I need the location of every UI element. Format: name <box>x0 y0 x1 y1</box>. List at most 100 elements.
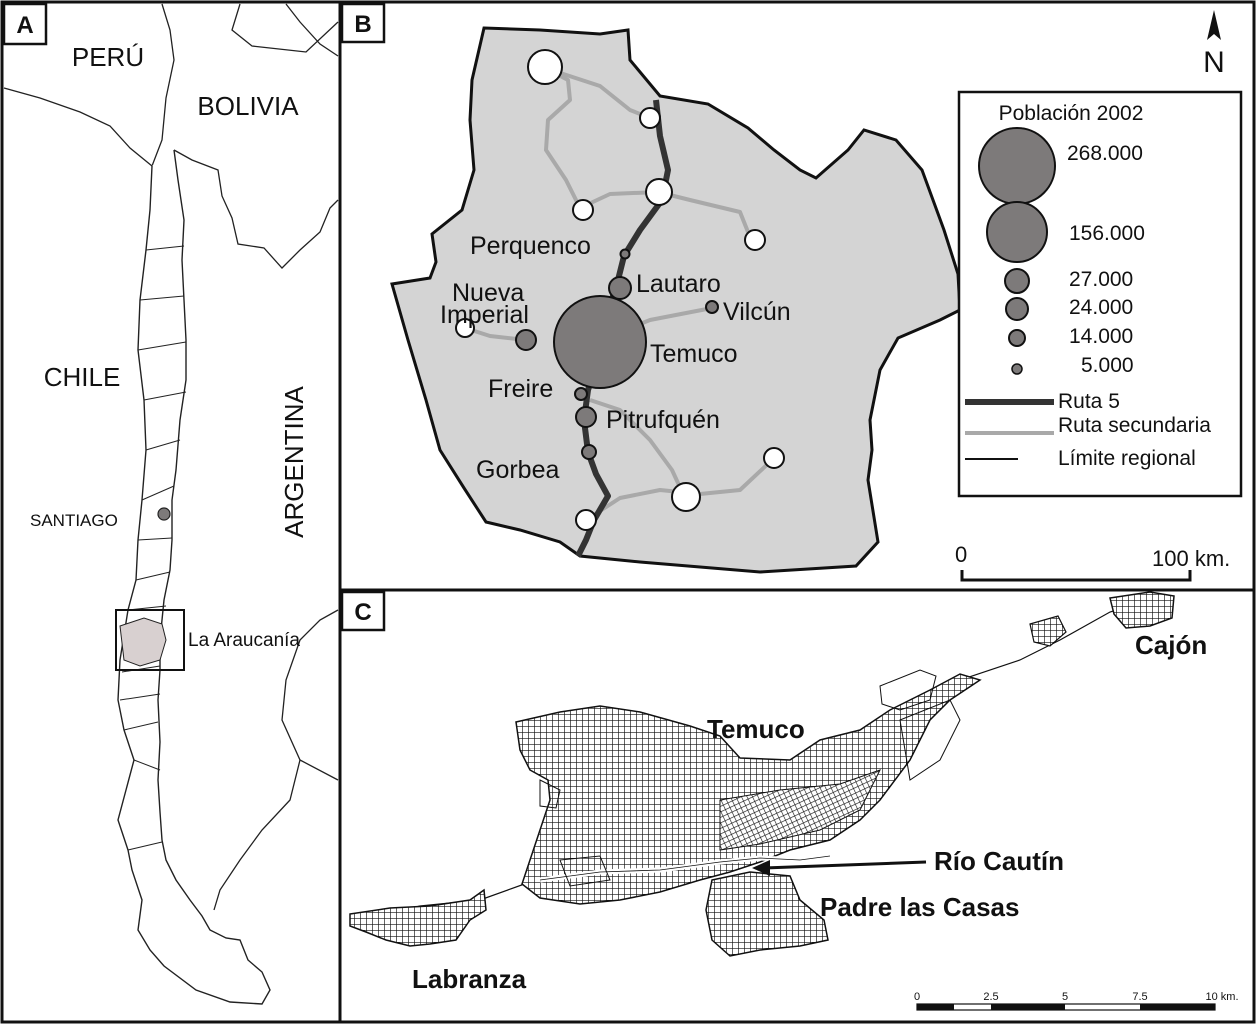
vilcun-marker <box>705 300 719 314</box>
label-padre-las-casas: Padre las Casas <box>820 892 1019 922</box>
scale-c-tick: 7.5 <box>1132 991 1147 1003</box>
town-marker <box>763 447 785 469</box>
panel-b: B <box>340 2 1243 582</box>
scale-bar-c-segment <box>991 1004 1065 1010</box>
panel-a-tag-box <box>2 2 48 46</box>
label-cajon: Cajón <box>1135 630 1207 660</box>
araucania-locator-box <box>115 609 185 671</box>
town-marker <box>575 509 597 531</box>
legend-circle <box>1008 329 1026 347</box>
legend-size-label: 24.000 <box>1069 296 1133 319</box>
label-imperial: Imperial <box>440 301 529 329</box>
araucania-region-shape <box>119 617 167 667</box>
legend-size-label: 14.000 <box>1069 325 1133 348</box>
legend: Población 2002 268.000 156.000 27.000 24… <box>957 90 1243 498</box>
label-rio-cautin: Río Cautín <box>934 846 1064 876</box>
label-gorbea: Gorbea <box>476 456 559 484</box>
town-marker <box>744 229 766 251</box>
panel-c-tag: C <box>354 599 371 626</box>
town-marker <box>572 199 594 221</box>
araucania-region <box>390 26 962 574</box>
pitrufquen-marker <box>575 406 597 428</box>
temuco-center-grid <box>719 769 881 851</box>
label-argentina: ARGENTINA <box>279 386 309 538</box>
gorbea-marker <box>581 444 597 460</box>
lautaro-marker <box>608 276 632 300</box>
scale-bar-c-segment <box>917 1004 954 1010</box>
label-pitrufquen: Pitrufquén <box>606 406 720 434</box>
panel-a: A PERÚ BOLIVIA CHILE ARGENTINA SANTIAGO <box>2 2 339 1005</box>
legend-circle <box>978 127 1056 205</box>
chile-outline <box>117 149 271 1005</box>
label-nueva: Nueva <box>452 279 524 307</box>
north-arrow: N <box>1203 10 1225 79</box>
legend-secondary-label: Ruta secundaria <box>1058 414 1211 437</box>
scale-bar-c: 0 2.5 5 7.5 10 km. <box>914 991 1239 1011</box>
label-temuco-city: Temuco <box>707 714 805 744</box>
legend-size-label: 27.000 <box>1069 268 1133 291</box>
label-peru: PERÚ <box>72 42 144 72</box>
cajon-satellite-area <box>1029 615 1067 647</box>
label-lautaro: Lautaro <box>636 270 721 298</box>
scale-c-tick: 10 km. <box>1205 991 1238 1003</box>
scale-c-tick: 5 <box>1062 991 1068 1003</box>
legend-size-label: 5.000 <box>1081 354 1134 377</box>
scale-b-end: 100 km. <box>1152 546 1230 571</box>
scale-bar-b: 0 100 km. <box>955 542 1230 582</box>
panel-c: C Temuco Cajón Río Cautín Padre las Casa… <box>340 590 1239 1011</box>
chile-region-lines <box>119 245 187 851</box>
bolivia-north-border <box>231 3 339 53</box>
bolivia-west-border <box>151 3 175 167</box>
legend-circle <box>1005 297 1029 321</box>
north-label: N <box>1203 46 1225 79</box>
legend-limit-label: Límite regional <box>1058 447 1196 470</box>
bolivia-south-border <box>173 149 339 269</box>
town-marker <box>671 482 701 512</box>
town-marker <box>645 178 673 206</box>
scale-c-tick: 0 <box>914 991 920 1003</box>
label-chile: CHILE <box>44 362 121 392</box>
nueva-imperial-marker <box>515 329 537 351</box>
legend-ruta5-label: Ruta 5 <box>1058 390 1120 413</box>
label-freire: Freire <box>488 375 553 403</box>
legend-circle <box>986 201 1048 263</box>
label-araucania: La Araucanía <box>188 630 300 651</box>
scale-b-start: 0 <box>955 542 967 567</box>
panel-a-tag: A <box>16 12 33 39</box>
town-marker <box>455 318 475 338</box>
legend-title: Población 2002 <box>999 102 1144 125</box>
argentina-coast-south <box>213 759 301 911</box>
temuco-marker <box>553 295 647 389</box>
paraguay-border <box>285 3 339 57</box>
legend-size-label: 268.000 <box>1067 142 1143 165</box>
panel-b-tag-box <box>340 2 386 44</box>
rural-parcels <box>539 669 961 887</box>
label-santiago: SANTIAGO <box>30 511 118 530</box>
cajon-area <box>1109 591 1175 629</box>
north-arrow-icon <box>1207 10 1221 40</box>
legend-circle <box>1011 363 1023 375</box>
label-temuco: Temuco <box>650 340 738 368</box>
label-bolivia: BOLIVIA <box>197 91 299 121</box>
scale-bar-b-line <box>960 570 1192 582</box>
padre-las-casas-area <box>705 871 829 957</box>
label-labranza: Labranza <box>412 964 527 994</box>
town-labels: Perquenco Lautaro Nueva Imperial Vilcún … <box>440 232 791 484</box>
santiago-marker <box>157 507 171 521</box>
legend-size-label: 156.000 <box>1069 222 1145 245</box>
label-perquenco: Perquenco <box>470 232 591 260</box>
legend-circle <box>1004 268 1030 294</box>
scale-bar-c-segment <box>1140 1004 1215 1010</box>
town-markers <box>455 49 785 531</box>
labranza-area <box>349 888 487 947</box>
panel-c-tag-box <box>340 590 386 632</box>
panel-b-tag: B <box>354 11 371 38</box>
town-marker <box>527 49 563 85</box>
temuco-urban-area <box>515 673 982 905</box>
rio-cautin-edge <box>539 855 831 881</box>
rio-arrow-line <box>763 860 927 870</box>
label-vilcun: Vilcún <box>723 298 791 326</box>
